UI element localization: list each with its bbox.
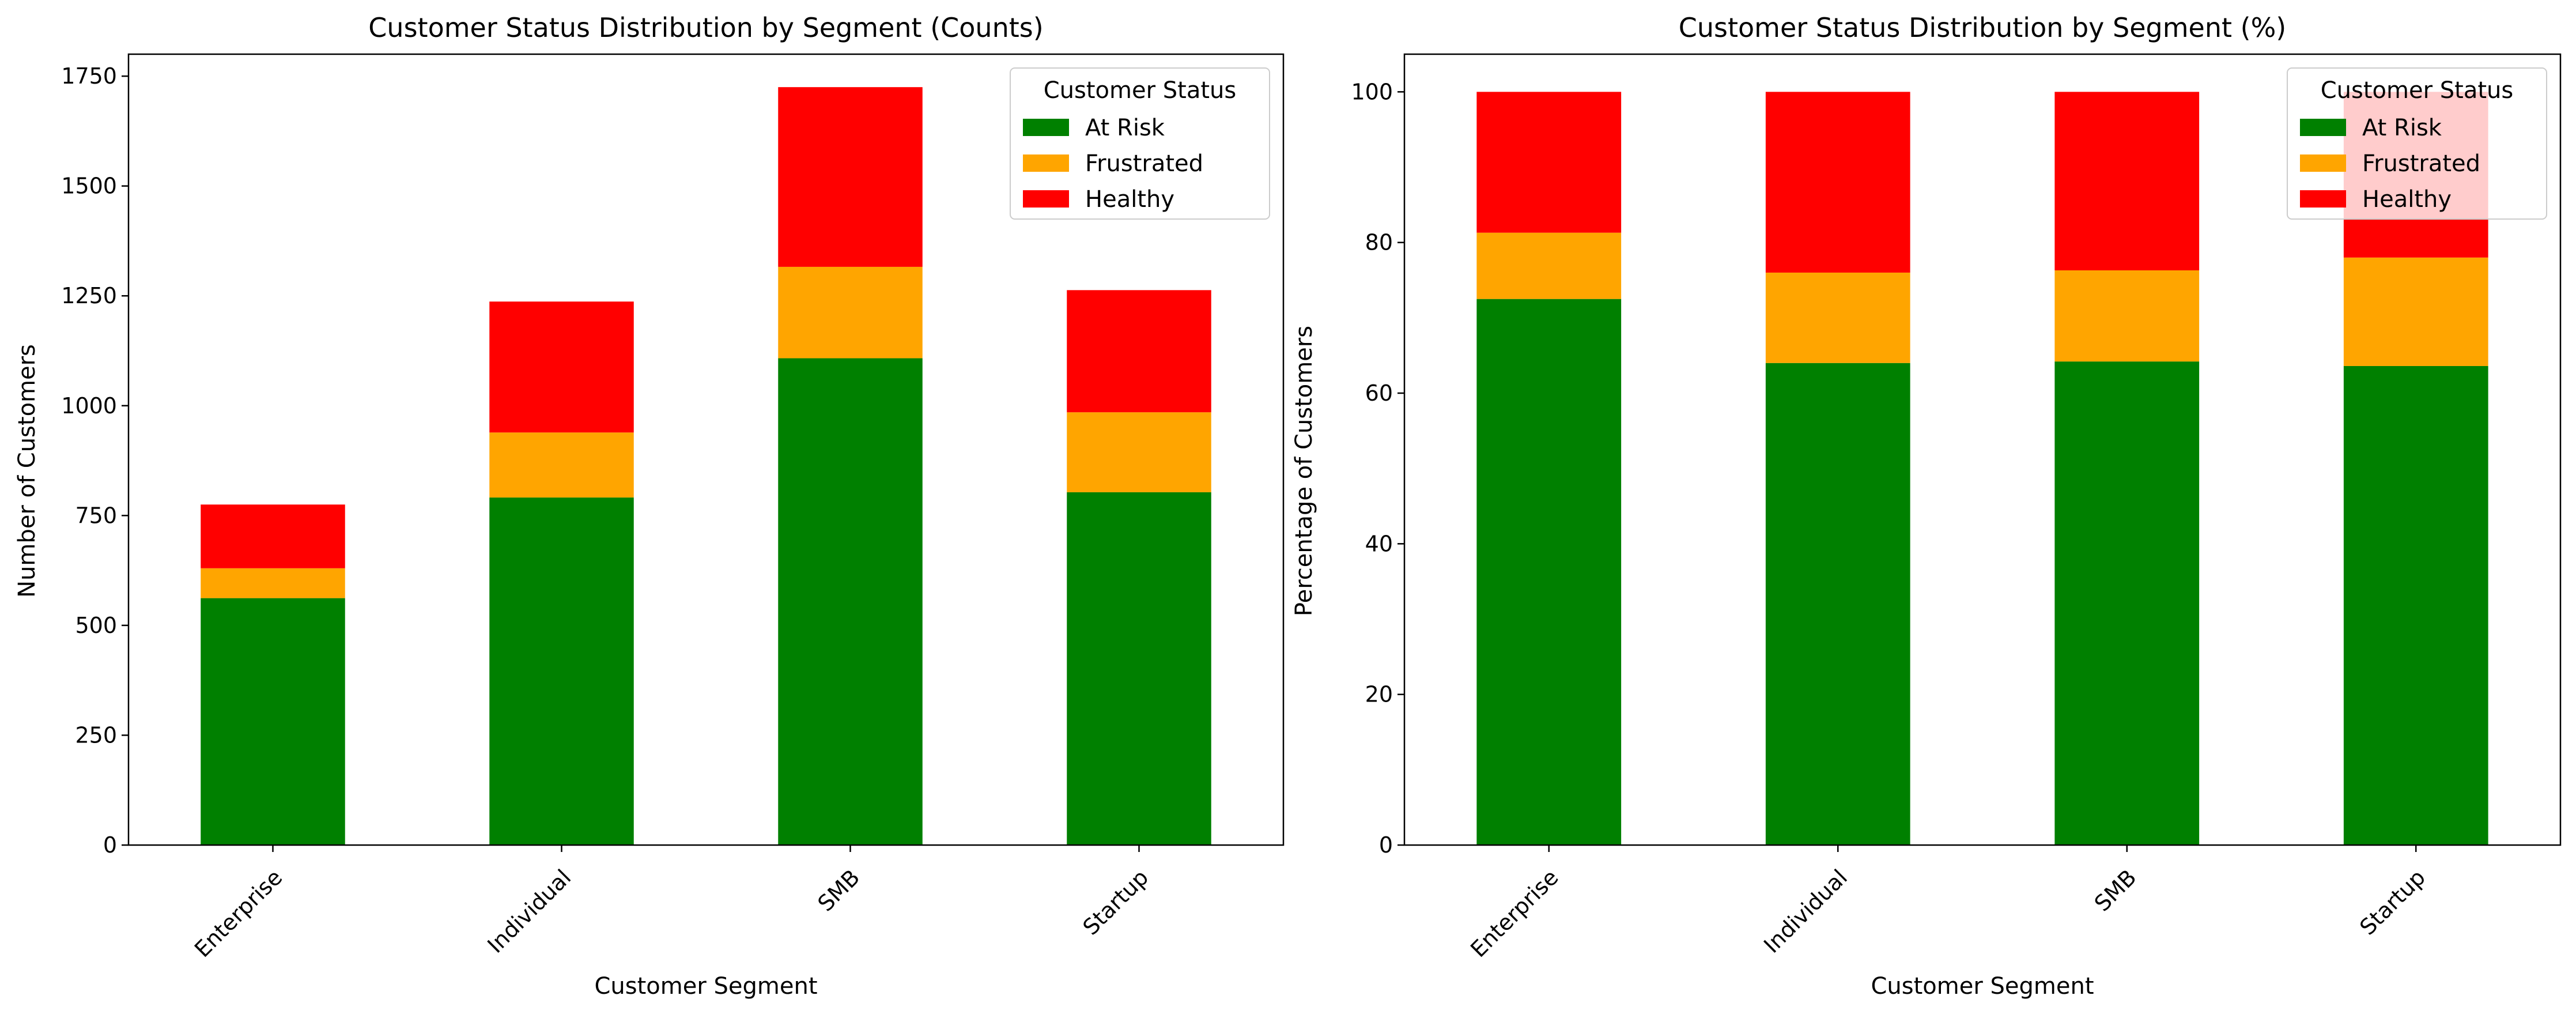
bar-healthy-smb — [2054, 92, 2200, 271]
bar-frustrated-individual — [489, 432, 634, 498]
legend-swatch-at-risk — [1023, 119, 1069, 136]
y-tick-label: 100 — [1351, 79, 1393, 104]
y-axis-ticks: 0 20 40 60 80 100 — [1351, 79, 1404, 858]
legend-label: Healthy — [2362, 186, 2452, 213]
chart-title: Customer Status Distribution by Segment … — [1679, 12, 2287, 43]
legend-swatch-healthy — [2300, 190, 2346, 208]
bar-healthy-individual — [1765, 92, 1910, 273]
y-tick-label: 60 — [1365, 380, 1393, 406]
legend-label: Frustrated — [2362, 150, 2480, 177]
legend-box — [2287, 67, 2547, 220]
bar-frustrated-startup — [2343, 257, 2488, 366]
bar-frustrated-enterprise — [201, 568, 345, 598]
bar-at-risk-enterprise — [1476, 299, 1622, 845]
legend: Customer Status At Risk Frustrated Healthy — [1010, 67, 1270, 220]
y-tick-label: 0 — [103, 832, 117, 858]
bar-frustrated-enterprise — [1476, 232, 1622, 299]
x-axis-ticks: Enterprise Individual SMB Startup — [1465, 845, 2430, 962]
x-tick-label: Startup — [2355, 865, 2430, 940]
bar-healthy-individual — [489, 301, 634, 433]
percent-chart: Customer Status Distribution by Segment … — [1291, 12, 2562, 1000]
bar-at-risk-startup — [1067, 492, 1211, 845]
x-axis-label: Customer Segment — [594, 973, 817, 1000]
legend-label: At Risk — [1085, 115, 1165, 141]
legend-swatch-healthy — [1023, 190, 1069, 208]
y-tick-label: 1250 — [61, 283, 117, 308]
counts-chart: Customer Status Distribution by Segment … — [14, 12, 1285, 1000]
bar-at-risk-individual — [489, 497, 634, 845]
legend-swatch-frustrated — [2300, 154, 2346, 172]
legend-swatch-frustrated — [1023, 154, 1069, 172]
y-tick-label: 750 — [75, 503, 117, 528]
y-tick-label: 1750 — [61, 63, 117, 89]
legend-label: Healthy — [1085, 186, 1174, 213]
y-axis-label: Number of Customers — [14, 344, 40, 598]
bar-at-risk-smb — [2054, 361, 2200, 845]
x-tick-label: SMB — [813, 865, 865, 917]
bar-at-risk-startup — [2343, 365, 2488, 845]
y-tick-label: 250 — [75, 722, 117, 748]
x-tick-label: Individual — [1759, 865, 1852, 958]
bar-healthy-enterprise — [201, 504, 345, 568]
bar-frustrated-startup — [1067, 412, 1211, 492]
chart-title: Customer Status Distribution by Segment … — [368, 12, 1043, 43]
bar-healthy-enterprise — [1476, 92, 1622, 233]
x-tick-label: Startup — [1078, 865, 1154, 940]
legend-box — [1010, 67, 1270, 220]
x-tick-label: Enterprise — [190, 865, 287, 962]
plot-frame — [1403, 53, 2562, 846]
y-tick-label: 1500 — [61, 174, 117, 199]
x-tick-label: Individual — [482, 865, 576, 958]
y-tick-label: 40 — [1365, 531, 1393, 556]
y-tick-label: 0 — [1379, 832, 1393, 858]
y-tick-label: 20 — [1365, 682, 1393, 707]
legend-label: At Risk — [2362, 115, 2442, 141]
y-tick-label: 80 — [1365, 230, 1393, 255]
x-axis-label: Customer Segment — [1871, 973, 2094, 1000]
legend-title: Customer Status — [2321, 77, 2513, 104]
bar-frustrated-smb — [2054, 270, 2200, 362]
x-tick-label: SMB — [2090, 865, 2141, 917]
legend-label: Frustrated — [1085, 150, 1203, 177]
y-axis-label: Percentage of Customers — [1291, 326, 1317, 616]
bar-group — [201, 87, 1211, 845]
legend-swatch-at-risk — [2300, 119, 2346, 136]
bar-healthy-startup — [1067, 290, 1211, 413]
legend: Customer Status At Risk Frustrated Healthy — [2287, 67, 2547, 220]
bar-healthy-smb — [778, 87, 923, 267]
x-axis-ticks: Enterprise Individual SMB Startup — [190, 845, 1153, 962]
x-tick-label: Enterprise — [1465, 865, 1563, 962]
plot-frame — [127, 53, 1285, 846]
bar-frustrated-individual — [1765, 272, 1910, 363]
bar-at-risk-smb — [778, 358, 923, 845]
y-tick-label: 500 — [75, 613, 117, 638]
legend-title: Customer Status — [1044, 77, 1236, 104]
y-axis-ticks: 0 250 500 750 1000 1250 1500 1750 — [61, 63, 129, 858]
bar-at-risk-enterprise — [201, 598, 345, 845]
y-tick-label: 1000 — [61, 393, 117, 418]
bar-at-risk-individual — [1765, 363, 1910, 845]
bar-frustrated-smb — [778, 266, 923, 359]
